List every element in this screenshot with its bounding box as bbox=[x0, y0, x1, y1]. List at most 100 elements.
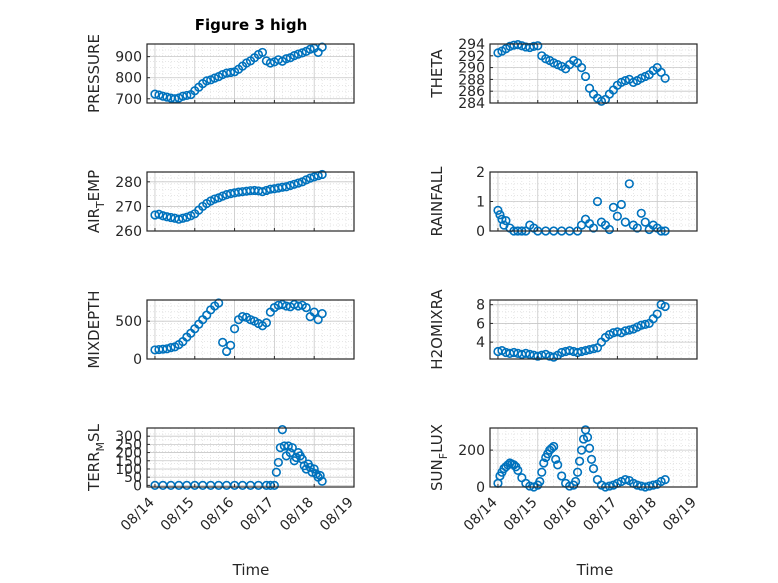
data-point bbox=[608, 202, 619, 212]
data-point bbox=[565, 481, 575, 491]
x-tick-label: 08/19 bbox=[660, 495, 700, 535]
x-tick-label: 08/15 bbox=[158, 495, 198, 535]
data-point bbox=[539, 458, 549, 468]
x-tick-label: 08/18 bbox=[277, 495, 317, 535]
data-point bbox=[551, 454, 561, 464]
data-point bbox=[154, 209, 164, 219]
data-point bbox=[174, 214, 184, 224]
data-point bbox=[620, 475, 630, 485]
data-point bbox=[277, 425, 287, 435]
y-tick-label: 150 bbox=[115, 454, 142, 470]
data-point bbox=[652, 309, 662, 319]
y-axis-label: RAINFALL bbox=[428, 166, 446, 237]
y-tick-label: 0 bbox=[133, 352, 142, 368]
y-tick-label: 0 bbox=[476, 480, 485, 496]
data-point bbox=[210, 194, 220, 204]
data-point bbox=[261, 318, 272, 328]
data-point bbox=[305, 44, 315, 54]
data-point bbox=[150, 89, 160, 99]
data-point bbox=[640, 217, 650, 227]
data-point bbox=[305, 173, 315, 183]
plot-area bbox=[490, 44, 697, 103]
y-tick-label: 200 bbox=[115, 446, 142, 462]
data-point bbox=[257, 47, 268, 58]
y-tick-label: 288 bbox=[458, 72, 485, 88]
y-axis-label: THETA bbox=[428, 49, 446, 99]
y-tick-label: 0 bbox=[133, 478, 142, 494]
axes-box bbox=[146, 299, 355, 360]
data-point bbox=[604, 224, 615, 235]
data-point bbox=[285, 180, 295, 191]
data-point bbox=[281, 54, 291, 64]
y-tick-label: 286 bbox=[458, 84, 485, 100]
y-tick-label: 50 bbox=[124, 470, 142, 486]
data-point bbox=[317, 476, 327, 486]
data-point bbox=[317, 309, 327, 319]
y-axis-label: H2OMIXRA bbox=[428, 289, 446, 370]
data-point bbox=[576, 62, 587, 73]
data-point bbox=[166, 343, 176, 353]
data-point bbox=[549, 441, 559, 452]
data-point bbox=[218, 337, 228, 347]
data-point bbox=[297, 48, 307, 58]
data-point bbox=[533, 41, 543, 51]
y-tick-label: 280 bbox=[115, 175, 142, 191]
data-point bbox=[154, 90, 164, 100]
y-tick-label: 300 bbox=[115, 429, 142, 445]
subplot-air-emp: 260 270 280 AIRTEMP bbox=[85, 170, 355, 240]
y-tick-label: 284 bbox=[458, 96, 485, 112]
y-axis-label: SUNFLUX bbox=[428, 424, 450, 491]
x-axis-label-right: Time bbox=[576, 561, 614, 579]
data-series bbox=[150, 42, 327, 104]
x-tick-label: 08/14 bbox=[118, 494, 158, 534]
data-point bbox=[210, 73, 220, 83]
x-tick-label: 08/17 bbox=[237, 495, 277, 535]
data-point bbox=[529, 41, 539, 51]
data-point bbox=[624, 179, 634, 189]
data-point bbox=[218, 69, 228, 80]
subplot-mixdepth: 0 500 MIXDEPTH bbox=[85, 290, 355, 369]
data-point bbox=[592, 196, 603, 207]
data-point bbox=[570, 476, 581, 487]
data-point bbox=[315, 470, 325, 481]
data-point bbox=[271, 467, 281, 477]
x-tick-label: 08/15 bbox=[501, 495, 541, 535]
data-point bbox=[632, 223, 642, 233]
data-point bbox=[547, 443, 557, 453]
data-point bbox=[182, 90, 192, 101]
data-point bbox=[660, 301, 670, 312]
data-point bbox=[293, 49, 303, 59]
data-point bbox=[214, 298, 224, 308]
data-point bbox=[289, 50, 299, 61]
axes-box bbox=[489, 43, 698, 104]
subplot-rainfall: 0 1 2 RAINFALL bbox=[428, 165, 698, 240]
data-point bbox=[495, 210, 505, 220]
data-point bbox=[281, 182, 291, 192]
data-point bbox=[218, 191, 228, 201]
data-point bbox=[557, 471, 567, 481]
data-point bbox=[588, 223, 599, 233]
data-point bbox=[265, 58, 276, 68]
data-point bbox=[229, 324, 240, 334]
data-point bbox=[202, 76, 212, 86]
data-point bbox=[588, 344, 599, 354]
data-point bbox=[616, 199, 626, 210]
data-point bbox=[178, 213, 188, 223]
y-tick-label: 8 bbox=[476, 298, 485, 314]
data-point bbox=[574, 456, 585, 466]
data-point bbox=[289, 179, 299, 189]
data-point bbox=[237, 312, 248, 322]
y-tick-label: 1 bbox=[476, 195, 485, 211]
y-tick-label: 270 bbox=[115, 199, 142, 215]
figure-title: Figure 3 high bbox=[195, 16, 308, 34]
x-tick-label: 08/14 bbox=[461, 494, 501, 534]
data-point bbox=[225, 340, 236, 350]
data-point bbox=[586, 454, 597, 464]
y-tick-label: 4 bbox=[476, 335, 485, 351]
data-point bbox=[257, 187, 268, 197]
y-tick-label: 800 bbox=[115, 71, 142, 87]
data-point bbox=[287, 443, 297, 453]
axes-box bbox=[489, 427, 698, 488]
y-tick-label: 6 bbox=[476, 316, 485, 332]
